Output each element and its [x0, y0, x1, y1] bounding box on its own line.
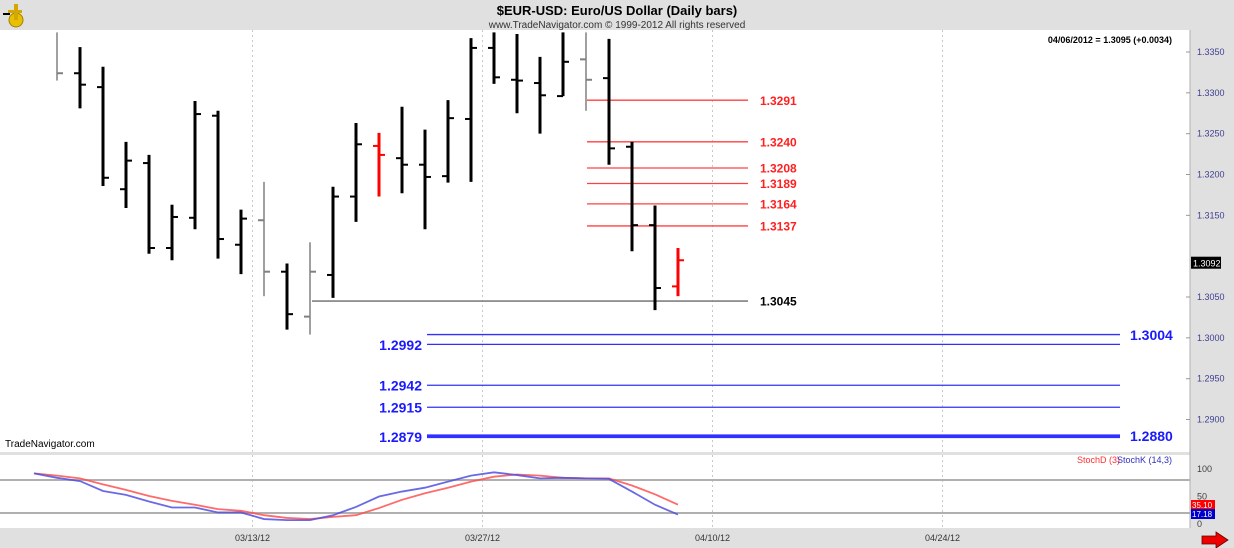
date-tick-label: 03/13/12	[235, 533, 270, 543]
ohlc-bar	[143, 154, 155, 254]
level-label: 1.3164	[760, 198, 797, 212]
ohlc-bar	[511, 34, 523, 114]
price-tick-label: 1.2950	[1197, 374, 1225, 384]
ohlc-bar	[626, 141, 638, 252]
level-label: 1.3004	[1130, 327, 1173, 343]
ohlc-bar	[603, 38, 615, 165]
stochk-line	[33, 471, 679, 522]
price-tick-label: 1.3350	[1197, 47, 1225, 57]
level-label: 1.2879	[379, 429, 422, 445]
current-price-box	[1191, 256, 1221, 269]
stochastic-panel	[0, 455, 1190, 528]
price-tick-label: 1.3200	[1197, 170, 1225, 180]
ohlc-bar	[235, 209, 247, 275]
ohlc-bar	[327, 186, 339, 298]
level-label: 1.2992	[379, 337, 422, 353]
legend-stochk: StochK (14,3)	[1117, 455, 1172, 465]
level-label: 1.3240	[760, 135, 797, 149]
ohlc-bar	[56, 32, 63, 81]
date-tick-label: 04/10/12	[695, 533, 730, 543]
ohlc-bar	[74, 47, 86, 109]
chart-title: $EUR-USD: Euro/US Dollar (Daily bars)	[497, 3, 738, 18]
ohlc-bar	[419, 129, 431, 230]
ohlc-bar	[672, 248, 684, 297]
watermark: TradeNavigator.com	[5, 439, 95, 450]
anchor-logo-icon	[3, 4, 24, 28]
price-tick-label: 1.3000	[1197, 333, 1225, 343]
ohlc-bar	[97, 66, 109, 186]
price-tick-label: 1.3150	[1197, 210, 1225, 220]
ohlc-bar	[649, 205, 661, 311]
ohlc-bar	[580, 32, 592, 111]
legend-stochd: StochD (3)	[1077, 455, 1120, 465]
level-label: 1.2942	[379, 378, 422, 394]
price-tick-label: 1.3250	[1197, 129, 1225, 139]
level-label: 1.3291	[760, 94, 797, 108]
level-label: 1.2915	[379, 400, 422, 416]
stoch-value-box	[1191, 500, 1215, 510]
ohlc-bar	[166, 204, 178, 261]
date-tick-label: 03/27/12	[465, 533, 500, 543]
date-gridlines	[252, 30, 943, 528]
ohlc-bar	[488, 32, 500, 84]
price-tick-label: 1.3050	[1197, 292, 1225, 302]
ohlc-bar	[465, 38, 477, 182]
level-label: 1.3189	[760, 177, 797, 191]
ohlc-bar	[350, 123, 362, 222]
level-label: 1.3045	[760, 295, 797, 309]
ohlc-bar	[373, 132, 385, 197]
date-tick-label: 04/24/12	[925, 533, 960, 543]
price-panel	[0, 30, 1190, 452]
level-label: 1.2880	[1130, 428, 1173, 444]
ohlc-bar	[281, 263, 293, 330]
ohlc-bar	[212, 110, 224, 259]
current-price-label: 1.3092	[1193, 259, 1221, 269]
ohlc-bar	[258, 181, 270, 297]
ohlc-bar	[120, 141, 132, 208]
stoch-tick-label: 50	[1197, 492, 1207, 502]
date-axis: 03/13/12 03/27/12 04/10/12 04/24/12	[235, 533, 960, 543]
ohlc-bar	[304, 242, 316, 335]
price-tick-label: 1.3300	[1197, 88, 1225, 98]
copyright: www.TradeNavigator.com © 1999-2012 All r…	[488, 20, 746, 31]
price-bars	[56, 32, 684, 335]
ohlc-bar	[534, 56, 546, 134]
ohlc-bar	[189, 101, 201, 230]
price-tick-label: 1.2900	[1197, 415, 1225, 425]
ohlc-bar	[396, 106, 408, 194]
price-axis: 1.3350 1.3300 1.3250 1.3200 1.3150 1.3050 1.30…	[1186, 47, 1225, 425]
price-readout: 04/06/2012 = 1.3095 (+0.0034)	[1048, 35, 1172, 45]
stoch-tick-label: 100	[1197, 464, 1212, 474]
ohlc-bar	[442, 100, 454, 183]
arrow-right-icon[interactable]	[1201, 531, 1229, 548]
stoch-value-label: 35.10	[1192, 501, 1213, 510]
stoch-value-box	[1191, 509, 1215, 519]
level-label: 1.3208	[760, 162, 797, 176]
stoch-value-label: 17.18	[1192, 510, 1213, 519]
ohlc-bar	[557, 32, 569, 98]
stoch-tick-label: 0	[1197, 519, 1202, 529]
level-label: 1.3137	[760, 220, 797, 234]
